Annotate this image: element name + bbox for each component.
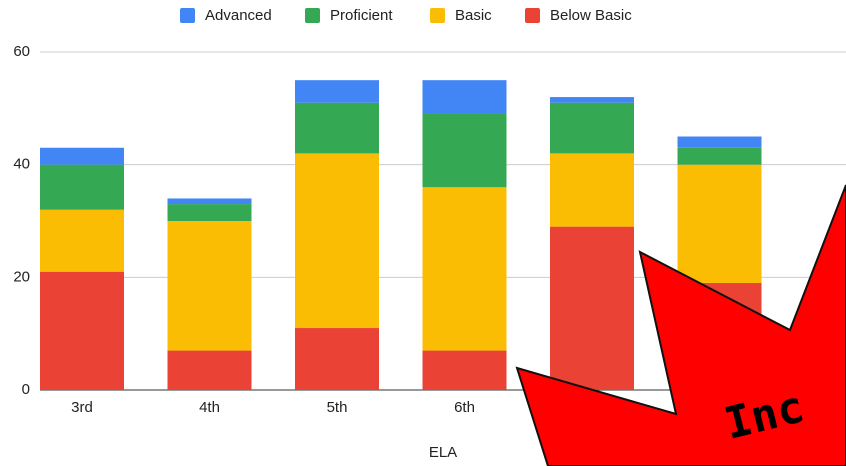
legend-label: Proficient bbox=[330, 7, 393, 24]
legend-label: Below Basic bbox=[550, 7, 632, 24]
starburst-shape bbox=[515, 184, 846, 466]
y-tick-label: 20 bbox=[13, 268, 30, 285]
y-tick-label: 60 bbox=[13, 43, 30, 60]
y-tick-label: 40 bbox=[13, 156, 30, 173]
bar-segment bbox=[550, 226, 634, 390]
bar-segment bbox=[40, 147, 124, 165]
legend-label: Basic bbox=[455, 7, 492, 24]
bar-segment bbox=[677, 136, 762, 148]
legend-swatch bbox=[525, 8, 540, 23]
x-tick-label: 3rd bbox=[71, 399, 93, 416]
bar-segment bbox=[550, 97, 634, 103]
bar-segment bbox=[677, 147, 762, 165]
legend-swatch bbox=[180, 8, 195, 23]
x-tick-label: 5th bbox=[327, 399, 348, 416]
bar-segment bbox=[422, 113, 507, 188]
legend-label: Advanced bbox=[205, 7, 272, 24]
bar-segment bbox=[295, 102, 379, 154]
bar-segment bbox=[40, 164, 124, 210]
bar-segment bbox=[550, 153, 634, 227]
legend-swatch bbox=[430, 8, 445, 23]
bar-segment bbox=[422, 350, 507, 390]
bar-segment bbox=[677, 164, 762, 283]
bar-segment bbox=[167, 350, 252, 390]
bar-segment bbox=[422, 80, 507, 114]
bar-segment bbox=[40, 209, 124, 272]
bar-segment bbox=[167, 198, 252, 205]
bar-segment bbox=[295, 328, 379, 390]
x-tick-label: 4th bbox=[199, 399, 220, 416]
legend-swatch bbox=[305, 8, 320, 23]
bar-segment bbox=[40, 271, 124, 390]
bar-segment bbox=[550, 102, 634, 154]
y-tick-label: 0 bbox=[22, 381, 30, 398]
bar-segment bbox=[167, 221, 252, 351]
bar-segment bbox=[295, 80, 379, 103]
bar-segment bbox=[422, 187, 507, 351]
x-axis-label: ELA bbox=[429, 444, 457, 461]
starburst: Inc bbox=[515, 184, 846, 466]
x-tick-label: 6th bbox=[454, 399, 475, 416]
bar-segment bbox=[167, 204, 252, 221]
bar-segment bbox=[295, 153, 379, 329]
